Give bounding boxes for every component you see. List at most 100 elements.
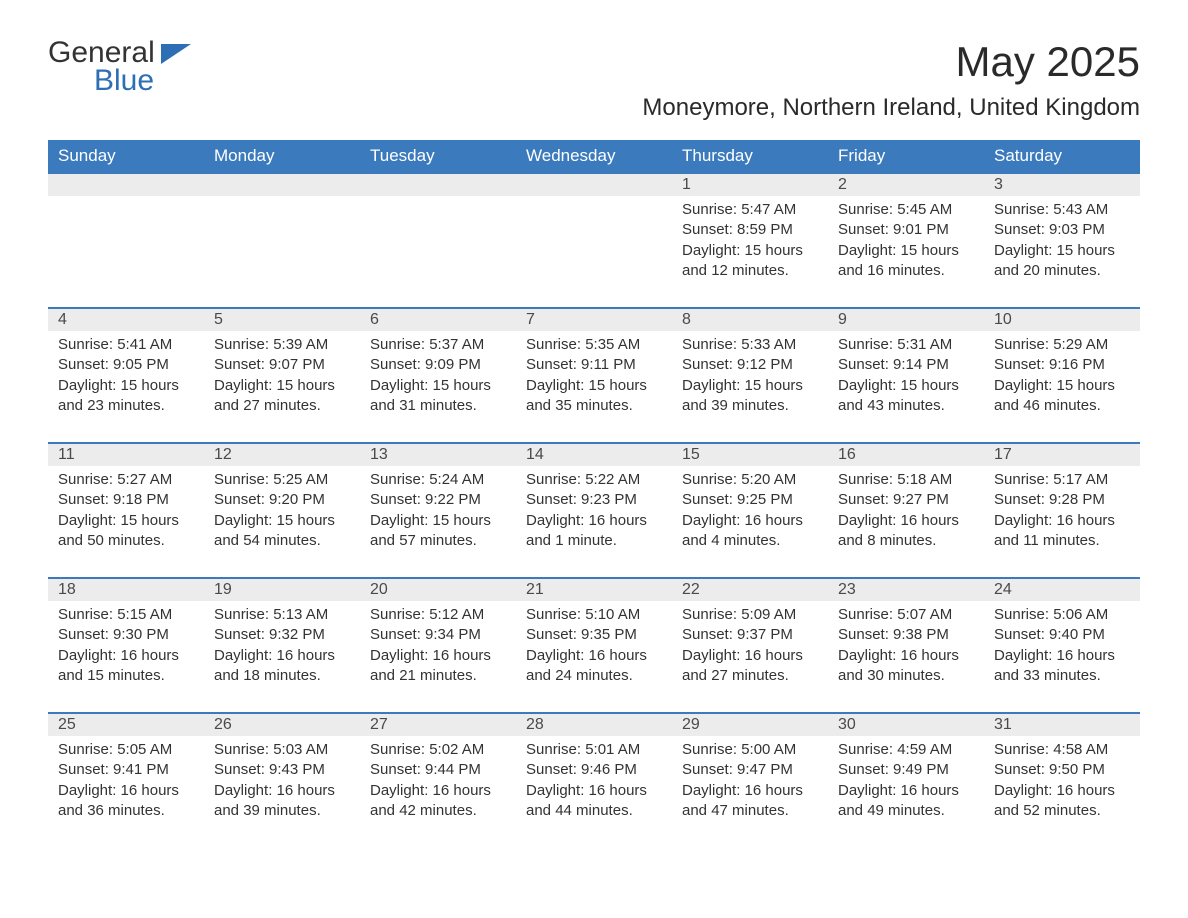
sunset-line: Sunset: 9:49 PM: [838, 760, 974, 780]
sunrise-line: Sunrise: 5:27 AM: [58, 470, 194, 490]
day-number: 26: [204, 714, 360, 736]
sunrise-line: Sunrise: 5:25 AM: [214, 470, 350, 490]
day-details: Sunrise: 5:24 AMSunset: 9:22 PMDaylight:…: [360, 466, 516, 577]
day-number: 30: [828, 714, 984, 736]
day-number: 22: [672, 579, 828, 601]
calendar-day-cell: 26Sunrise: 5:03 AMSunset: 9:43 PMDayligh…: [204, 713, 360, 847]
sunset-line: Sunset: 9:43 PM: [214, 760, 350, 780]
day-details: Sunrise: 5:00 AMSunset: 9:47 PMDaylight:…: [672, 736, 828, 847]
calendar-day-cell: 19Sunrise: 5:13 AMSunset: 9:32 PMDayligh…: [204, 578, 360, 713]
logo-flag-icon: [161, 44, 191, 64]
day-details: Sunrise: 5:17 AMSunset: 9:28 PMDaylight:…: [984, 466, 1140, 577]
calendar-week-row: 4Sunrise: 5:41 AMSunset: 9:05 PMDaylight…: [48, 308, 1140, 443]
calendar-day-cell: 9Sunrise: 5:31 AMSunset: 9:14 PMDaylight…: [828, 308, 984, 443]
daylight-line: Daylight: 15 hours and 23 minutes.: [58, 376, 194, 417]
sunset-line: Sunset: 8:59 PM: [682, 220, 818, 240]
calendar-day-cell: 11Sunrise: 5:27 AMSunset: 9:18 PMDayligh…: [48, 443, 204, 578]
sunset-line: Sunset: 9:22 PM: [370, 490, 506, 510]
day-number: 23: [828, 579, 984, 601]
sunrise-line: Sunrise: 5:43 AM: [994, 200, 1130, 220]
daylight-line: Daylight: 16 hours and 33 minutes.: [994, 646, 1130, 687]
sunrise-line: Sunrise: 5:45 AM: [838, 200, 974, 220]
day-details: Sunrise: 5:05 AMSunset: 9:41 PMDaylight:…: [48, 736, 204, 847]
day-number: 4: [48, 309, 204, 331]
day-details: Sunrise: 5:33 AMSunset: 9:12 PMDaylight:…: [672, 331, 828, 442]
day-number: 5: [204, 309, 360, 331]
daylight-line: Daylight: 15 hours and 20 minutes.: [994, 241, 1130, 282]
sunrise-line: Sunrise: 5:10 AM: [526, 605, 662, 625]
sunset-line: Sunset: 9:32 PM: [214, 625, 350, 645]
sunset-line: Sunset: 9:30 PM: [58, 625, 194, 645]
day-details: Sunrise: 5:37 AMSunset: 9:09 PMDaylight:…: [360, 331, 516, 442]
calendar-day-cell: 10Sunrise: 5:29 AMSunset: 9:16 PMDayligh…: [984, 308, 1140, 443]
daylight-line: Daylight: 15 hours and 46 minutes.: [994, 376, 1130, 417]
sunrise-line: Sunrise: 5:20 AM: [682, 470, 818, 490]
logo-line2: Blue: [94, 66, 201, 96]
sunset-line: Sunset: 9:07 PM: [214, 355, 350, 375]
sunset-line: Sunset: 9:44 PM: [370, 760, 506, 780]
daylight-line: Daylight: 15 hours and 43 minutes.: [838, 376, 974, 417]
calendar-day-cell: 31Sunrise: 4:58 AMSunset: 9:50 PMDayligh…: [984, 713, 1140, 847]
sunset-line: Sunset: 9:05 PM: [58, 355, 194, 375]
calendar-day-cell: 16Sunrise: 5:18 AMSunset: 9:27 PMDayligh…: [828, 443, 984, 578]
sunrise-line: Sunrise: 5:05 AM: [58, 740, 194, 760]
calendar-empty-cell: [204, 173, 360, 308]
daylight-line: Daylight: 16 hours and 18 minutes.: [214, 646, 350, 687]
sunset-line: Sunset: 9:35 PM: [526, 625, 662, 645]
day-number: 24: [984, 579, 1140, 601]
daylight-line: Daylight: 16 hours and 27 minutes.: [682, 646, 818, 687]
daylight-line: Daylight: 16 hours and 30 minutes.: [838, 646, 974, 687]
sunrise-line: Sunrise: 5:15 AM: [58, 605, 194, 625]
day-number: 21: [516, 579, 672, 601]
day-details: [48, 196, 204, 286]
day-details: Sunrise: 5:20 AMSunset: 9:25 PMDaylight:…: [672, 466, 828, 577]
sunrise-line: Sunrise: 5:35 AM: [526, 335, 662, 355]
calendar-day-cell: 14Sunrise: 5:22 AMSunset: 9:23 PMDayligh…: [516, 443, 672, 578]
day-number: 7: [516, 309, 672, 331]
calendar-empty-cell: [360, 173, 516, 308]
sunset-line: Sunset: 9:14 PM: [838, 355, 974, 375]
day-number: 27: [360, 714, 516, 736]
sunrise-line: Sunrise: 5:13 AM: [214, 605, 350, 625]
sunrise-line: Sunrise: 5:33 AM: [682, 335, 818, 355]
weekday-header: Thursday: [672, 140, 828, 173]
day-details: [360, 196, 516, 286]
daylight-line: Daylight: 16 hours and 1 minute.: [526, 511, 662, 552]
daylight-line: Daylight: 16 hours and 21 minutes.: [370, 646, 506, 687]
day-details: Sunrise: 5:22 AMSunset: 9:23 PMDaylight:…: [516, 466, 672, 577]
day-number: 20: [360, 579, 516, 601]
day-number: 18: [48, 579, 204, 601]
day-number: 31: [984, 714, 1140, 736]
day-number: [48, 174, 204, 196]
weekday-header: Friday: [828, 140, 984, 173]
sunrise-line: Sunrise: 5:39 AM: [214, 335, 350, 355]
daylight-line: Daylight: 16 hours and 49 minutes.: [838, 781, 974, 822]
sunset-line: Sunset: 9:01 PM: [838, 220, 974, 240]
day-number: 11: [48, 444, 204, 466]
month-title: May 2025: [642, 38, 1140, 86]
sunrise-line: Sunrise: 5:41 AM: [58, 335, 194, 355]
location-subtitle: Moneymore, Northern Ireland, United King…: [642, 94, 1140, 122]
day-number: 13: [360, 444, 516, 466]
sunrise-line: Sunrise: 4:58 AM: [994, 740, 1130, 760]
calendar-day-cell: 18Sunrise: 5:15 AMSunset: 9:30 PMDayligh…: [48, 578, 204, 713]
sunset-line: Sunset: 9:09 PM: [370, 355, 506, 375]
day-number: 25: [48, 714, 204, 736]
sunset-line: Sunset: 9:03 PM: [994, 220, 1130, 240]
day-details: Sunrise: 4:58 AMSunset: 9:50 PMDaylight:…: [984, 736, 1140, 847]
day-number: 12: [204, 444, 360, 466]
day-number: 17: [984, 444, 1140, 466]
calendar-day-cell: 23Sunrise: 5:07 AMSunset: 9:38 PMDayligh…: [828, 578, 984, 713]
day-number: 29: [672, 714, 828, 736]
day-details: Sunrise: 5:13 AMSunset: 9:32 PMDaylight:…: [204, 601, 360, 712]
day-details: Sunrise: 5:02 AMSunset: 9:44 PMDaylight:…: [360, 736, 516, 847]
weekday-header: Monday: [204, 140, 360, 173]
daylight-line: Daylight: 15 hours and 57 minutes.: [370, 511, 506, 552]
sunset-line: Sunset: 9:38 PM: [838, 625, 974, 645]
daylight-line: Daylight: 16 hours and 24 minutes.: [526, 646, 662, 687]
calendar-day-cell: 12Sunrise: 5:25 AMSunset: 9:20 PMDayligh…: [204, 443, 360, 578]
day-number: 2: [828, 174, 984, 196]
daylight-line: Daylight: 16 hours and 47 minutes.: [682, 781, 818, 822]
daylight-line: Daylight: 15 hours and 35 minutes.: [526, 376, 662, 417]
day-number: 6: [360, 309, 516, 331]
